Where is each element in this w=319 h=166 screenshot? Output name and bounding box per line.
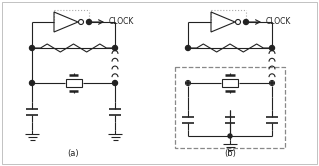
Circle shape [270,45,275,50]
Circle shape [29,81,34,85]
Circle shape [113,81,117,85]
Circle shape [243,19,249,25]
Text: (b): (b) [224,149,236,158]
Bar [65,79,81,87]
Bar [222,79,238,87]
Circle shape [270,81,275,85]
Circle shape [271,82,273,84]
Circle shape [113,45,117,50]
Circle shape [235,19,241,25]
Circle shape [186,45,190,50]
Bar [175,67,285,148]
Circle shape [29,45,34,50]
Circle shape [187,82,189,84]
Text: CLOCK: CLOCK [109,17,134,27]
Text: (a): (a) [68,149,79,158]
Circle shape [186,81,190,85]
Circle shape [86,19,92,25]
Circle shape [228,134,232,138]
Text: CLOCK: CLOCK [266,17,291,27]
Circle shape [78,19,84,25]
